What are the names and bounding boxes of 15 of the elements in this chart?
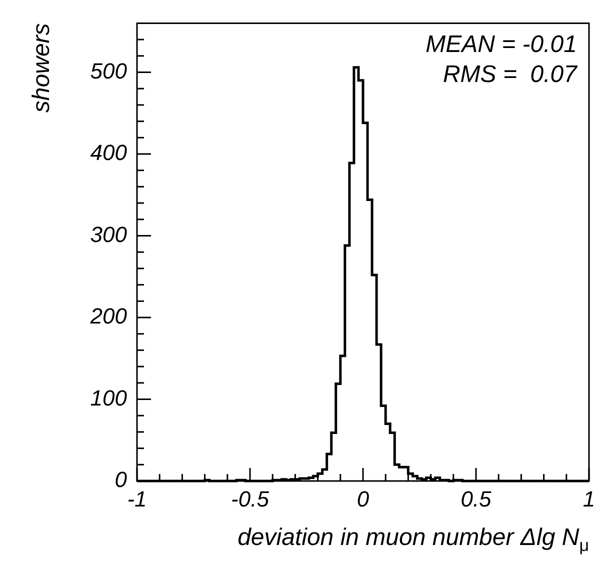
x-tick-label: 1 <box>582 486 596 512</box>
x-tick-label: -1 <box>127 486 147 512</box>
y-tick-label: 500 <box>90 58 128 84</box>
y-tick-label: 200 <box>89 304 128 329</box>
x-tick-label: 0.5 <box>460 486 492 512</box>
annotation: MEAN = -0.01 <box>426 30 577 58</box>
y-tick-label: 300 <box>90 222 128 247</box>
y-tick-label: 400 <box>90 140 128 166</box>
y-tick-label: 0 <box>114 467 128 492</box>
annotation: RMS = 0.07 <box>442 60 579 88</box>
x-tick-label: 0 <box>356 486 370 512</box>
x-tick-label: -0.5 <box>231 486 270 512</box>
y-tick-label: 100 <box>90 385 128 410</box>
x-axis-title: deviation in muon number Δlg N$_{μ}$ <box>236 524 589 556</box>
y-axis-title: showers <box>28 23 56 113</box>
